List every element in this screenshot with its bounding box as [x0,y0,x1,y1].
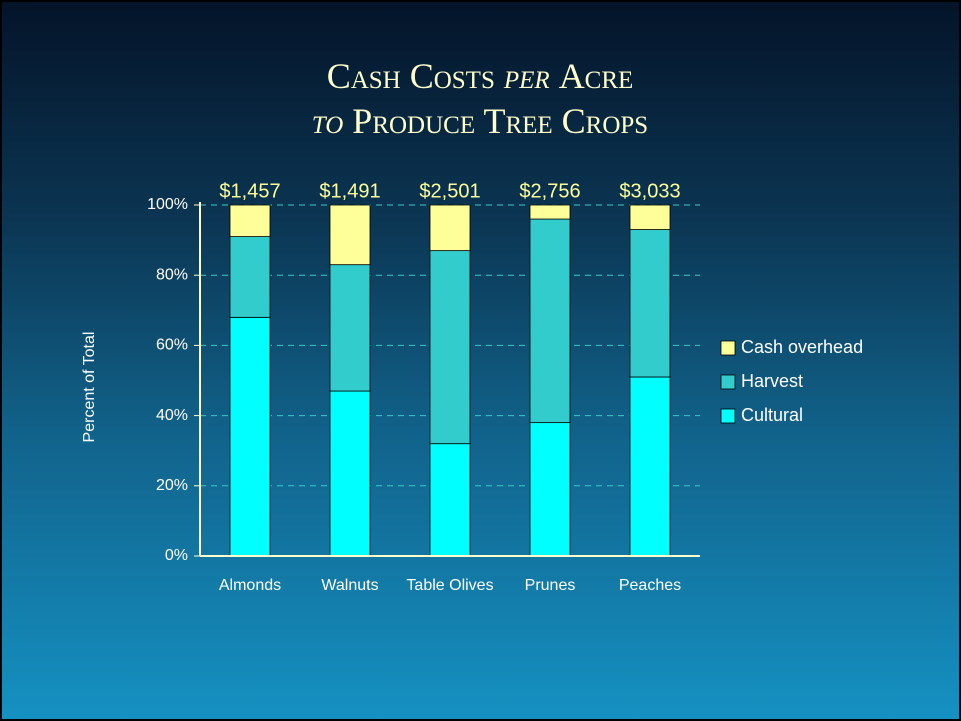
x-tick-label: Prunes [524,577,576,594]
bar-segment [329,204,371,266]
total-label: $3,033 [619,180,680,202]
x-tick-label: Peaches [618,577,682,594]
bar-segment [529,218,571,424]
title-line: to Produce Tree Crops [312,101,648,141]
legend-swatch [720,408,736,424]
title-line: Cash Costs per Acre [327,56,634,96]
legend-label: Cash overhead [741,337,863,357]
total-label: $1,491 [319,180,380,202]
title-part: Produce Tree Crops [352,101,648,141]
total-label: $2,756 [519,180,580,202]
y-tick-label: 0% [165,547,188,564]
legend-label: Harvest [741,371,803,391]
title-part: Acre [559,56,634,96]
bar-segment [529,422,571,557]
bar-segment [629,376,671,557]
y-tick-label: 80% [156,266,188,283]
bar-segment [329,390,371,557]
bar-segment [629,204,671,230]
y-tick-label: 60% [156,337,188,354]
bar-segment [229,236,271,318]
x-tick-label: Almonds [218,577,282,594]
legend-swatch [720,340,736,356]
bar-segment [229,316,271,557]
title-part: Cash Costs [327,56,495,96]
bar-segment [629,229,671,378]
bar-segment [329,264,371,392]
bar-segment [429,250,471,445]
y-axis-label: Percent of Total [81,332,98,443]
y-tick-label: 100% [147,196,188,213]
title-part: per [503,56,550,96]
y-tick-label: 20% [156,477,188,494]
legend-swatch [720,374,736,390]
legend-label: Cultural [741,405,803,425]
total-label: $2,501 [419,180,480,202]
x-tick-label: Walnuts [321,577,379,594]
title-part: to [312,101,344,141]
x-tick-label: Table Olives [406,577,494,594]
bar-segment [429,204,471,252]
y-tick-label: 40% [156,407,188,424]
total-label: $1,457 [219,180,280,202]
bar-segment [229,204,271,237]
bar-segment [529,204,571,220]
bar-segment [429,443,471,557]
